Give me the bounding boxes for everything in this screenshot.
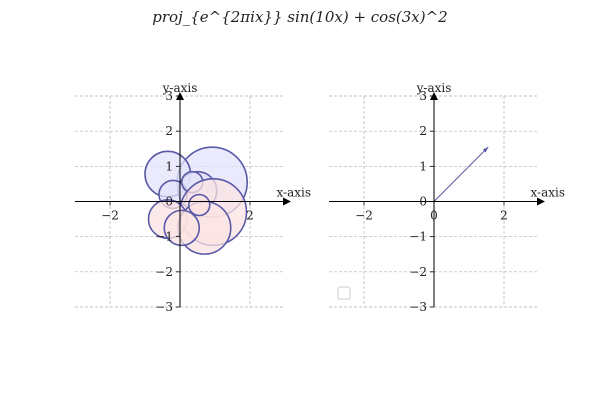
y-axis-label: y-axis (416, 81, 452, 95)
x-axis-label: x-axis (530, 186, 565, 200)
x-tick-label: 2 (246, 209, 254, 223)
y-tick-label: −3 (155, 300, 173, 314)
y-tick-label: −2 (155, 265, 173, 279)
y-tick-label: 2 (419, 124, 427, 138)
y-tick-label: 0 (165, 195, 173, 209)
y-tick-label: −1 (409, 230, 427, 244)
x-axis-label: x-axis (276, 186, 311, 200)
y-tick-label: 3 (419, 89, 427, 103)
y-tick-label: −2 (409, 265, 427, 279)
vector-arrowhead (482, 146, 489, 153)
y-tick-label: 1 (165, 159, 173, 173)
y-tick-label: 1 (419, 159, 427, 173)
y-tick-label: 3 (165, 89, 173, 103)
y-tick-label: −1 (155, 230, 173, 244)
chart-title: proj_{e^{2πix}} sin(10x) + cos(3x)^2 (152, 8, 447, 26)
projection-vector (433, 146, 489, 202)
x-tick-label: 0 (430, 209, 438, 223)
y-tick-label: 0 (419, 195, 427, 209)
y-axis-label: y-axis (162, 81, 198, 95)
y-tick-label: −3 (409, 300, 427, 314)
panel-left: −2 2 −3 −2 −1 0 1 2 3 x-axis y-axis (75, 81, 311, 314)
epicycle-circle (187, 193, 211, 217)
epicycle-circle (163, 209, 201, 247)
y-tick-label: 2 (165, 124, 173, 138)
x-tick-label: −2 (355, 209, 373, 223)
x-axis-arrow-icon (283, 197, 291, 206)
legend-box (337, 286, 351, 300)
x-axis-arrow-icon (537, 197, 545, 206)
x-tick-label: 2 (500, 209, 508, 223)
x-tick-label: −2 (101, 209, 119, 223)
